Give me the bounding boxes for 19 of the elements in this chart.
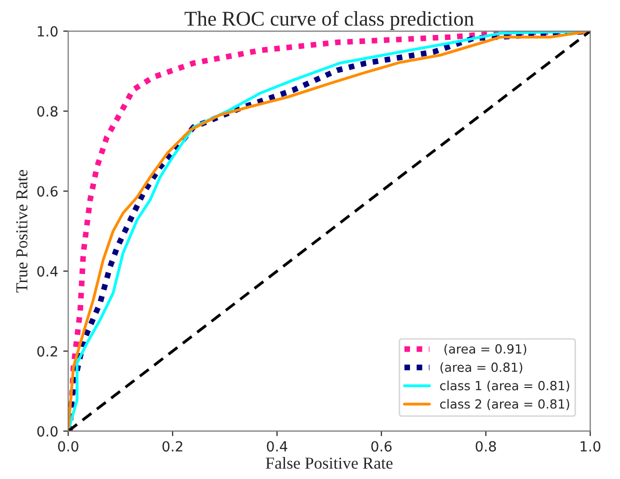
y-tick-label: 0.8 <box>37 106 58 117</box>
x-tick-label: 0.8 <box>476 441 496 452</box>
y-tick-label: 0.2 <box>37 346 58 357</box>
y-tick-label: 0.6 <box>37 186 58 197</box>
legend-label: (area = 0.91) <box>444 344 526 356</box>
x-tick-label: 0.2 <box>162 441 182 452</box>
chart-title: The ROC curve of class prediction <box>184 10 474 30</box>
legend-label: (area = 0.81) <box>440 362 522 374</box>
x-tick-label: 0.4 <box>266 441 288 452</box>
x-axis-title: False Positive Rate <box>266 457 393 469</box>
legend-label: class 1 (area = 0.81) <box>440 380 570 392</box>
x-tick-label: 0.0 <box>58 441 78 452</box>
x-tick-label: 0.6 <box>371 441 392 452</box>
y-tick-label: 0.0 <box>37 426 58 437</box>
x-tick-label: 1.0 <box>580 441 600 452</box>
legend-label: class 2 (area = 0.81) <box>440 399 570 410</box>
y-axis-title: True Positive Rate <box>16 170 28 293</box>
y-tick-label: 0.4 <box>37 266 58 277</box>
y-tick-label: 1.0 <box>38 26 58 37</box>
